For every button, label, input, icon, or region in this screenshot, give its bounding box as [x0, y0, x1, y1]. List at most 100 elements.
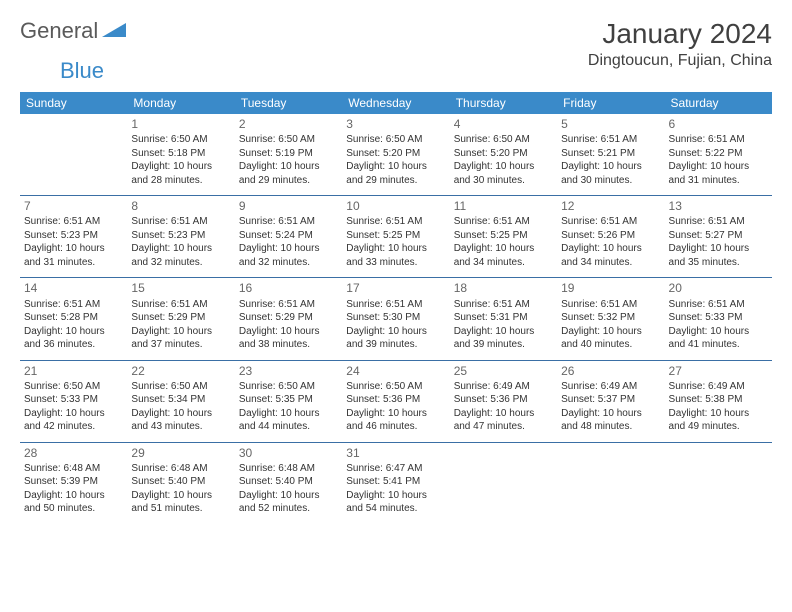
calendar-cell: 18Sunrise: 6:51 AMSunset: 5:31 PMDayligh… — [450, 278, 557, 360]
daylight-line: Daylight: 10 hours and 40 minutes. — [561, 325, 660, 352]
calendar-cell: 8Sunrise: 6:51 AMSunset: 5:23 PMDaylight… — [127, 196, 234, 278]
location-label: Dingtoucun, Fujian, China — [588, 52, 772, 70]
daylight-line: Daylight: 10 hours and 31 minutes. — [669, 160, 768, 187]
day-number: 4 — [454, 116, 553, 132]
daylight-line: Daylight: 10 hours and 47 minutes. — [454, 407, 553, 434]
day-number: 8 — [131, 198, 230, 214]
sunrise-line: Sunrise: 6:51 AM — [24, 298, 123, 312]
sunrise-line: Sunrise: 6:51 AM — [561, 215, 660, 229]
weekday-header: Thursday — [450, 92, 557, 114]
sunset-line: Sunset: 5:23 PM — [131, 229, 230, 243]
logo-text-blue: Blue — [60, 58, 104, 83]
calendar-cell: 2Sunrise: 6:50 AMSunset: 5:19 PMDaylight… — [235, 114, 342, 196]
daylight-line: Daylight: 10 hours and 41 minutes. — [669, 325, 768, 352]
sunset-line: Sunset: 5:25 PM — [454, 229, 553, 243]
day-number: 2 — [239, 116, 338, 132]
sunrise-line: Sunrise: 6:50 AM — [239, 380, 338, 394]
day-number: 9 — [239, 198, 338, 214]
calendar-cell — [450, 442, 557, 524]
sunrise-line: Sunrise: 6:51 AM — [346, 215, 445, 229]
month-title: January 2024 — [588, 18, 772, 50]
day-number: 5 — [561, 116, 660, 132]
sunrise-line: Sunrise: 6:48 AM — [24, 462, 123, 476]
calendar-cell: 27Sunrise: 6:49 AMSunset: 5:38 PMDayligh… — [665, 360, 772, 442]
calendar-cell: 13Sunrise: 6:51 AMSunset: 5:27 PMDayligh… — [665, 196, 772, 278]
title-block: January 2024 Dingtoucun, Fujian, China — [588, 18, 772, 70]
daylight-line: Daylight: 10 hours and 30 minutes. — [561, 160, 660, 187]
sunset-line: Sunset: 5:20 PM — [346, 147, 445, 161]
sunset-line: Sunset: 5:21 PM — [561, 147, 660, 161]
calendar-cell: 19Sunrise: 6:51 AMSunset: 5:32 PMDayligh… — [557, 278, 664, 360]
sunset-line: Sunset: 5:24 PM — [239, 229, 338, 243]
calendar-cell: 20Sunrise: 6:51 AMSunset: 5:33 PMDayligh… — [665, 278, 772, 360]
sunset-line: Sunset: 5:40 PM — [239, 475, 338, 489]
sunrise-line: Sunrise: 6:48 AM — [131, 462, 230, 476]
calendar-week-row: 14Sunrise: 6:51 AMSunset: 5:28 PMDayligh… — [20, 278, 772, 360]
sunrise-line: Sunrise: 6:51 AM — [131, 215, 230, 229]
daylight-line: Daylight: 10 hours and 50 minutes. — [24, 489, 123, 516]
sunrise-line: Sunrise: 6:50 AM — [131, 133, 230, 147]
calendar-cell: 6Sunrise: 6:51 AMSunset: 5:22 PMDaylight… — [665, 114, 772, 196]
calendar-week-row: 21Sunrise: 6:50 AMSunset: 5:33 PMDayligh… — [20, 360, 772, 442]
sunset-line: Sunset: 5:36 PM — [346, 393, 445, 407]
sunrise-line: Sunrise: 6:47 AM — [346, 462, 445, 476]
sunset-line: Sunset: 5:33 PM — [669, 311, 768, 325]
day-number: 7 — [24, 198, 123, 214]
sunset-line: Sunset: 5:29 PM — [131, 311, 230, 325]
sunrise-line: Sunrise: 6:51 AM — [561, 133, 660, 147]
sunset-line: Sunset: 5:22 PM — [669, 147, 768, 161]
sunrise-line: Sunrise: 6:51 AM — [239, 215, 338, 229]
day-number: 3 — [346, 116, 445, 132]
daylight-line: Daylight: 10 hours and 28 minutes. — [131, 160, 230, 187]
weekday-header: Saturday — [665, 92, 772, 114]
logo-text-general: General — [20, 18, 98, 44]
calendar-cell: 17Sunrise: 6:51 AMSunset: 5:30 PMDayligh… — [342, 278, 449, 360]
sunrise-line: Sunrise: 6:50 AM — [24, 380, 123, 394]
daylight-line: Daylight: 10 hours and 42 minutes. — [24, 407, 123, 434]
day-number: 11 — [454, 198, 553, 214]
sunrise-line: Sunrise: 6:51 AM — [131, 298, 230, 312]
daylight-line: Daylight: 10 hours and 33 minutes. — [346, 242, 445, 269]
sunrise-line: Sunrise: 6:48 AM — [239, 462, 338, 476]
day-number: 29 — [131, 445, 230, 461]
daylight-line: Daylight: 10 hours and 54 minutes. — [346, 489, 445, 516]
calendar-cell: 23Sunrise: 6:50 AMSunset: 5:35 PMDayligh… — [235, 360, 342, 442]
daylight-line: Daylight: 10 hours and 52 minutes. — [239, 489, 338, 516]
sunset-line: Sunset: 5:35 PM — [239, 393, 338, 407]
calendar-week-row: 7Sunrise: 6:51 AMSunset: 5:23 PMDaylight… — [20, 196, 772, 278]
sunrise-line: Sunrise: 6:51 AM — [24, 215, 123, 229]
weekday-header-row: SundayMondayTuesdayWednesdayThursdayFrid… — [20, 92, 772, 114]
day-number: 27 — [669, 363, 768, 379]
calendar-cell: 31Sunrise: 6:47 AMSunset: 5:41 PMDayligh… — [342, 442, 449, 524]
weekday-header: Sunday — [20, 92, 127, 114]
sunset-line: Sunset: 5:37 PM — [561, 393, 660, 407]
calendar-cell: 7Sunrise: 6:51 AMSunset: 5:23 PMDaylight… — [20, 196, 127, 278]
sunset-line: Sunset: 5:28 PM — [24, 311, 123, 325]
calendar-cell: 9Sunrise: 6:51 AMSunset: 5:24 PMDaylight… — [235, 196, 342, 278]
daylight-line: Daylight: 10 hours and 37 minutes. — [131, 325, 230, 352]
daylight-line: Daylight: 10 hours and 49 minutes. — [669, 407, 768, 434]
calendar-cell — [557, 442, 664, 524]
sunrise-line: Sunrise: 6:50 AM — [346, 133, 445, 147]
daylight-line: Daylight: 10 hours and 29 minutes. — [346, 160, 445, 187]
calendar-cell: 16Sunrise: 6:51 AMSunset: 5:29 PMDayligh… — [235, 278, 342, 360]
day-number: 19 — [561, 280, 660, 296]
daylight-line: Daylight: 10 hours and 39 minutes. — [454, 325, 553, 352]
day-number: 6 — [669, 116, 768, 132]
day-number: 13 — [669, 198, 768, 214]
calendar-cell: 1Sunrise: 6:50 AMSunset: 5:18 PMDaylight… — [127, 114, 234, 196]
calendar-cell: 3Sunrise: 6:50 AMSunset: 5:20 PMDaylight… — [342, 114, 449, 196]
calendar-cell: 29Sunrise: 6:48 AMSunset: 5:40 PMDayligh… — [127, 442, 234, 524]
logo-triangle-icon — [100, 21, 128, 41]
weekday-header: Friday — [557, 92, 664, 114]
daylight-line: Daylight: 10 hours and 38 minutes. — [239, 325, 338, 352]
daylight-line: Daylight: 10 hours and 35 minutes. — [669, 242, 768, 269]
weekday-header: Wednesday — [342, 92, 449, 114]
calendar-cell: 30Sunrise: 6:48 AMSunset: 5:40 PMDayligh… — [235, 442, 342, 524]
calendar-cell: 22Sunrise: 6:50 AMSunset: 5:34 PMDayligh… — [127, 360, 234, 442]
sunrise-line: Sunrise: 6:49 AM — [454, 380, 553, 394]
sunset-line: Sunset: 5:18 PM — [131, 147, 230, 161]
weekday-header: Tuesday — [235, 92, 342, 114]
calendar-cell: 14Sunrise: 6:51 AMSunset: 5:28 PMDayligh… — [20, 278, 127, 360]
logo: General — [20, 18, 130, 44]
